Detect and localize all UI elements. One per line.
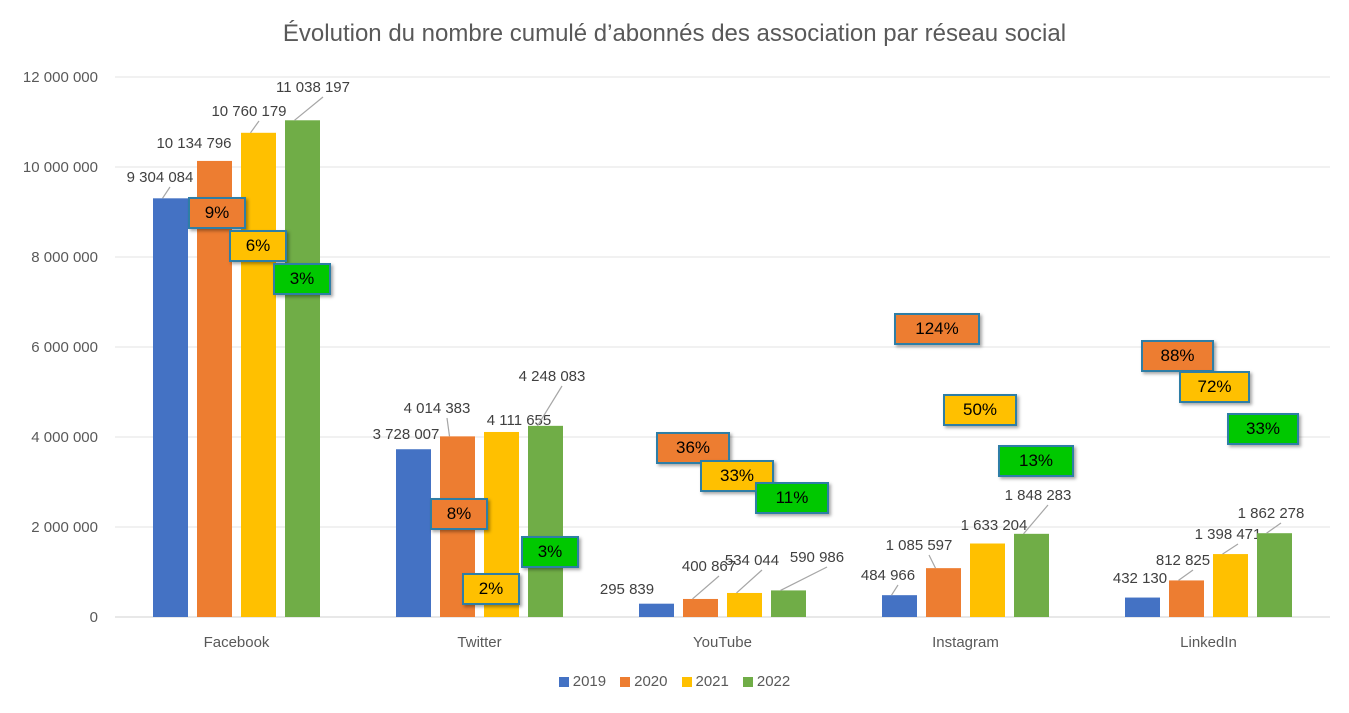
bar-linkedin-2022	[1257, 533, 1292, 617]
legend-item: 2019	[558, 673, 607, 690]
growth-label: 8%	[430, 498, 488, 530]
leader-line	[294, 96, 324, 121]
growth-label: 3%	[273, 263, 331, 295]
bar-youtube-2019	[639, 603, 674, 617]
y-tick-label: 0	[90, 609, 98, 626]
bar-instagram-2019	[882, 595, 917, 617]
growth-label: 50%	[943, 394, 1017, 426]
leader-line	[890, 584, 899, 596]
bar-twitter-2019	[396, 449, 431, 617]
growth-label: 33%	[1227, 413, 1299, 445]
leader-line	[1266, 522, 1282, 534]
category-label: Facebook	[204, 634, 270, 651]
bar-linkedin-2020	[1169, 580, 1204, 617]
growth-label: 124%	[894, 313, 980, 345]
data-label: 1 848 283	[1005, 487, 1072, 504]
legend-item: 2020	[620, 673, 668, 690]
legend-item: 2022	[742, 673, 791, 690]
leader-line	[928, 554, 937, 569]
data-label: 812 825	[1156, 552, 1210, 569]
y-tick-label: 10 000 000	[23, 159, 98, 176]
legend-label: 2022	[756, 673, 791, 690]
leader-line	[250, 120, 260, 134]
bar-facebook-2020	[197, 160, 232, 617]
bar-linkedin-2019	[1125, 597, 1160, 617]
leader-line	[736, 569, 763, 594]
growth-label: 36%	[656, 432, 730, 464]
growth-label: 72%	[1179, 371, 1250, 403]
legend-swatch	[681, 676, 692, 687]
leader-line	[780, 566, 828, 591]
data-label: 4 111 655	[487, 412, 552, 429]
y-tick-label: 2 000 000	[31, 519, 98, 536]
bar-facebook-2019	[153, 198, 188, 617]
category-label: Instagram	[932, 634, 999, 651]
growth-label: 6%	[229, 230, 287, 262]
data-label: 3 728 007	[373, 426, 440, 443]
data-label: 400 867	[682, 558, 736, 575]
bar-instagram-2022	[1014, 533, 1049, 617]
data-label: 1 633 204	[961, 517, 1028, 534]
growth-label: 2%	[462, 573, 520, 605]
legend-swatch	[742, 676, 753, 687]
growth-label: 88%	[1141, 340, 1214, 372]
legend-swatch	[620, 676, 631, 687]
legend-label: 2019	[572, 673, 607, 690]
chart-title: Évolution du nombre cumulé d’abonnés des…	[282, 20, 1067, 47]
y-tick-label: 4 000 000	[31, 429, 98, 446]
data-label: 4 014 383	[404, 400, 471, 417]
growth-label: 9%	[188, 197, 246, 229]
category-label: YouTube	[693, 634, 752, 651]
y-tick-label: 8 000 000	[31, 249, 98, 266]
bar-linkedin-2021	[1213, 554, 1248, 617]
growth-label: 13%	[998, 445, 1074, 477]
legend-item: 2021	[681, 673, 729, 690]
legend-label: 2021	[695, 673, 729, 690]
bar-facebook-2022	[285, 120, 320, 618]
data-label: 1 085 597	[886, 537, 953, 554]
legend: 2019 2020 2021 2022	[0, 673, 1349, 690]
data-label: 590 986	[790, 549, 844, 566]
bar-youtube-2021	[727, 592, 762, 617]
data-label: 4 248 083	[519, 368, 586, 385]
leader-line	[1023, 504, 1049, 535]
growth-label: 3%	[521, 536, 579, 568]
category-label: Twitter	[457, 634, 501, 651]
legend-label: 2020	[634, 673, 668, 690]
data-label: 10 134 796	[156, 135, 231, 152]
data-label: 484 966	[861, 567, 915, 584]
data-label: 295 839	[600, 581, 654, 598]
data-label: 1 398 471	[1195, 526, 1262, 543]
leader-line	[161, 186, 171, 199]
leader-line	[446, 417, 451, 437]
leader-line	[1222, 543, 1239, 555]
bar-instagram-2020	[926, 568, 961, 617]
data-label: 1 862 278	[1238, 505, 1305, 522]
bar-twitter-2022	[528, 425, 563, 617]
data-label: 534 044	[725, 552, 779, 569]
category-label: LinkedIn	[1180, 634, 1237, 651]
data-label: 432 130	[1113, 570, 1167, 587]
legend-swatch	[558, 676, 569, 687]
bar-youtube-2020	[683, 598, 718, 617]
bar-instagram-2021	[970, 543, 1005, 617]
bar-youtube-2022	[771, 590, 806, 617]
data-label: 9 304 084	[127, 169, 194, 186]
leader-line	[1178, 569, 1194, 581]
y-tick-label: 6 000 000	[31, 339, 98, 356]
growth-label: 11%	[755, 482, 829, 514]
data-label: 11 038 197	[276, 79, 350, 96]
leader-line	[692, 575, 720, 600]
y-tick-label: 12 000 000	[23, 69, 98, 86]
leader-line	[536, 385, 563, 427]
bar-facebook-2021	[241, 132, 276, 618]
data-label: 10 760 179	[211, 103, 286, 120]
